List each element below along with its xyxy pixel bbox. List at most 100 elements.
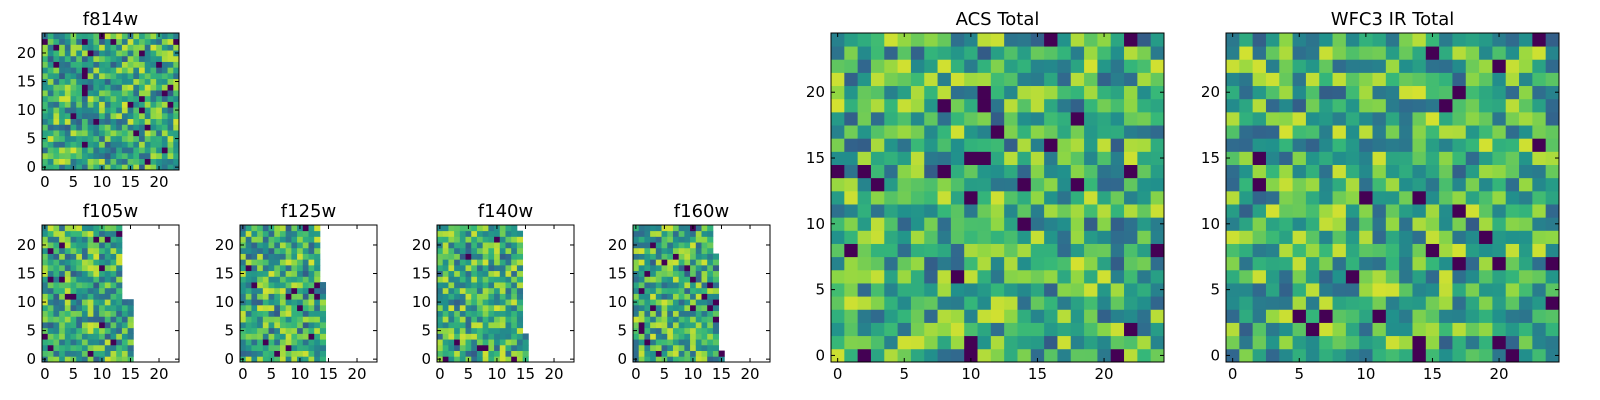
heatmap-cell bbox=[64, 112, 71, 120]
heatmap-cell bbox=[437, 316, 444, 323]
heatmap-cell bbox=[1439, 111, 1453, 126]
heatmap-cell bbox=[494, 270, 501, 277]
heatmap-cell bbox=[505, 225, 512, 232]
heatmap-cell bbox=[1532, 59, 1547, 73]
heatmap-cell bbox=[76, 282, 83, 289]
heatmap-cell bbox=[1359, 230, 1373, 244]
heatmap-cell bbox=[291, 316, 298, 323]
heatmap-cell bbox=[1004, 309, 1018, 323]
heatmap-cell bbox=[262, 264, 269, 272]
heatmap-cell bbox=[690, 293, 697, 300]
heatmap-cell bbox=[712, 350, 720, 357]
heatmap-cell bbox=[257, 356, 264, 363]
heatmap-cell bbox=[262, 230, 269, 237]
heatmap-cell bbox=[297, 253, 304, 260]
heatmap-cell bbox=[150, 90, 157, 97]
heatmap-cell bbox=[661, 304, 668, 312]
heatmap-cell bbox=[684, 270, 691, 277]
heatmap-cell bbox=[844, 309, 859, 323]
heatmap-cell bbox=[494, 293, 501, 300]
heatmap-cell bbox=[1359, 111, 1373, 126]
heatmap-cell bbox=[47, 38, 54, 45]
heatmap-cell bbox=[127, 50, 134, 57]
heatmap-cell bbox=[1505, 98, 1520, 113]
heatmap-cell bbox=[104, 350, 111, 357]
heatmap-cell bbox=[245, 304, 252, 312]
heatmap-cell bbox=[59, 38, 66, 45]
heatmap-cell bbox=[633, 316, 640, 323]
heatmap-cell bbox=[672, 316, 680, 323]
x-tick-label: 5 bbox=[69, 173, 79, 191]
heatmap-cell bbox=[161, 141, 168, 148]
heatmap-cell bbox=[1385, 322, 1400, 337]
heatmap-cell bbox=[1332, 164, 1347, 179]
heatmap-cell bbox=[93, 135, 100, 142]
heatmap-cell bbox=[701, 310, 708, 317]
heatmap-cell bbox=[1359, 177, 1373, 192]
heatmap-cell bbox=[499, 304, 506, 312]
heatmap-cell bbox=[99, 152, 106, 159]
heatmap-cell bbox=[116, 270, 123, 277]
heatmap-cell bbox=[1097, 190, 1112, 205]
heatmap-cell bbox=[81, 299, 89, 306]
heatmap-cell bbox=[81, 304, 89, 312]
heatmap-cell bbox=[695, 299, 702, 306]
heatmap-cell bbox=[1057, 217, 1072, 231]
heatmap-cell bbox=[990, 217, 1005, 231]
heatmap-cell bbox=[1399, 243, 1413, 258]
heatmap-cell bbox=[1017, 46, 1032, 60]
heatmap-cell bbox=[1292, 190, 1307, 205]
heatmap-cell bbox=[1452, 283, 1467, 297]
heatmap-cell bbox=[279, 253, 287, 260]
y-tick-label: 20 bbox=[412, 236, 431, 254]
heatmap-cell bbox=[488, 339, 495, 346]
heatmap-cell bbox=[661, 264, 668, 272]
heatmap-cell bbox=[64, 147, 71, 154]
heatmap-cell bbox=[121, 350, 129, 357]
heatmap-cell bbox=[1505, 348, 1520, 363]
y-tick-label: 10 bbox=[1201, 215, 1220, 233]
heatmap-cell bbox=[150, 124, 157, 131]
heatmap-cell bbox=[144, 164, 151, 171]
heatmap-cell bbox=[857, 138, 872, 152]
heatmap-cell bbox=[59, 118, 66, 125]
heatmap-cell bbox=[297, 327, 304, 334]
heatmap-cell bbox=[308, 225, 315, 232]
heatmap-cell bbox=[690, 276, 697, 283]
heatmap-cell bbox=[897, 269, 912, 284]
heatmap-cell bbox=[1279, 309, 1293, 323]
heatmap-cell bbox=[870, 33, 885, 47]
heatmap-cell bbox=[831, 33, 845, 47]
heatmap-cell bbox=[1124, 256, 1138, 271]
heatmap-cell bbox=[1372, 322, 1387, 337]
heatmap-cell bbox=[884, 164, 898, 179]
heatmap-cell bbox=[707, 327, 714, 334]
heatmap-cell bbox=[1110, 243, 1125, 258]
heatmap-cell bbox=[156, 50, 163, 57]
heatmap-cell bbox=[1545, 217, 1560, 231]
heatmap-cell bbox=[70, 50, 77, 57]
heatmap-cell bbox=[482, 282, 489, 289]
x-tick-label: 20 bbox=[1490, 365, 1509, 383]
heatmap-cell bbox=[240, 264, 247, 272]
heatmap-cell bbox=[1084, 98, 1098, 113]
heatmap-cell bbox=[93, 259, 100, 266]
heatmap-cell bbox=[59, 72, 66, 80]
heatmap-cell bbox=[465, 322, 472, 329]
heatmap-cell bbox=[638, 270, 645, 277]
heatmap-cell bbox=[110, 236, 117, 243]
heatmap-cell bbox=[1385, 256, 1400, 271]
heatmap-cell bbox=[59, 84, 66, 91]
heatmap-cell bbox=[707, 242, 714, 249]
heatmap-cell bbox=[76, 356, 83, 363]
heatmap-cell bbox=[173, 95, 180, 102]
heatmap-cell bbox=[150, 152, 157, 159]
heatmap-cell bbox=[1492, 230, 1507, 244]
heatmap-cell bbox=[64, 356, 71, 363]
heatmap-cell bbox=[116, 107, 123, 114]
heatmap-cell bbox=[1084, 296, 1098, 310]
heatmap-cell bbox=[516, 299, 524, 306]
heatmap-cell bbox=[1150, 46, 1165, 60]
heatmap-cell bbox=[1425, 151, 1440, 165]
heatmap-cell bbox=[488, 276, 495, 283]
